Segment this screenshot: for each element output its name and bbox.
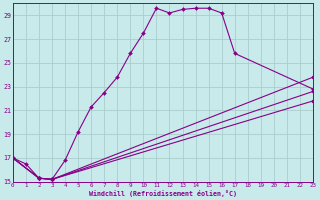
- X-axis label: Windchill (Refroidissement éolien,°C): Windchill (Refroidissement éolien,°C): [89, 190, 237, 197]
